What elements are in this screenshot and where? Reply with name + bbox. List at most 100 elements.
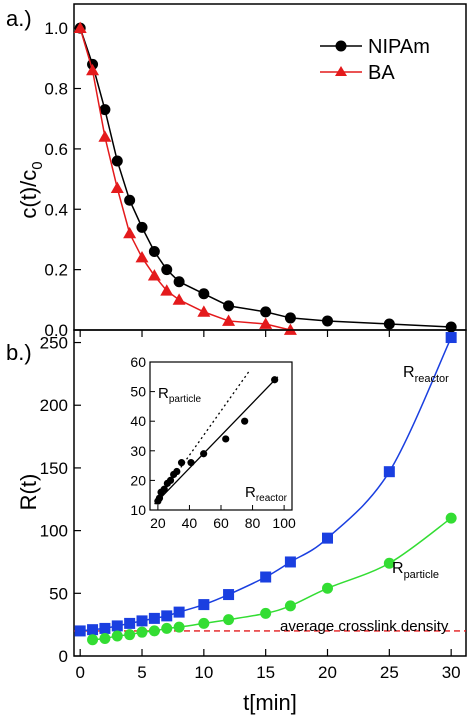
panel-a-y-tick-label: 0.0: [44, 321, 68, 340]
panel-b-y-tick-label: 150: [40, 459, 68, 478]
panel-a-y-tick-label: 0.4: [44, 200, 68, 219]
inset-data-point: [173, 467, 181, 476]
data-point-nipam: [136, 221, 148, 233]
data-point-particle: [383, 557, 395, 569]
data-point-ba: [222, 314, 236, 326]
data-point-ba: [73, 21, 87, 34]
inset-y-ticks: 10 20 30 40 50 60: [130, 354, 155, 518]
legend-nipam-marker: [335, 40, 347, 52]
inset-data-point: [160, 485, 168, 493]
inset-x-tick-label: 100: [272, 515, 296, 531]
panel-b-frame: [73, 329, 467, 657]
inset-data-point: [187, 459, 195, 467]
inset-y-tick-label: 50: [130, 384, 146, 400]
data-point-particle: [124, 629, 136, 641]
panel-b-x-tick-label: 0: [75, 663, 84, 682]
inset-points: [154, 376, 279, 505]
data-point-reactor: [87, 624, 99, 636]
data-point-ba: [259, 317, 273, 329]
inset-data-point: [222, 435, 230, 443]
data-point-particle: [148, 625, 160, 637]
data-point-reactor: [111, 620, 123, 632]
panel-a: a.) 0.0 0.2 0.4 0.6 0.8 1.0 c(t)/c0 NIPAm BA: [6, 3, 467, 340]
panel-a-y-ticks: 0.0 0.2 0.4 0.6 0.8 1.0: [44, 19, 81, 340]
data-point-particle: [173, 621, 185, 633]
data-point-ba: [98, 130, 112, 142]
data-point-nipam: [383, 318, 395, 330]
data-point-ba: [147, 269, 161, 281]
panel-b-y-tick-label: 100: [40, 522, 68, 541]
inset-fit-line: [154, 376, 279, 505]
inset-data-point: [177, 459, 186, 467]
data-point-reactor: [445, 332, 457, 344]
panel-b-x-tick-label: 25: [380, 663, 399, 682]
data-point-reactor: [161, 610, 173, 622]
series-line-nipam: [79, 27, 452, 328]
data-point-ba: [197, 305, 211, 317]
inset-y-tick-label: 20: [130, 472, 146, 488]
data-point-reactor: [173, 606, 185, 618]
data-point-ba: [160, 284, 174, 296]
legend-ba-label: BA: [368, 62, 395, 84]
data-point-reactor: [284, 556, 296, 568]
r-reactor-label: Rreactor: [403, 364, 449, 385]
inset-x-ticks: 20 40 60 80 100: [150, 505, 296, 531]
data-point-nipam: [173, 276, 185, 288]
inset-y-tick-label: 60: [130, 354, 146, 370]
panel-a-y-tick-label: 0.8: [44, 80, 68, 99]
panel-b-series: [74, 332, 457, 646]
inset-data-point: [155, 494, 164, 502]
data-point-nipam: [198, 288, 210, 300]
data-point-nipam: [322, 315, 334, 327]
panel-b-y-tick-label: 0: [59, 647, 68, 666]
data-point-reactor: [124, 617, 136, 629]
data-point-nipam: [161, 264, 173, 276]
data-point-nipam: [124, 194, 136, 206]
panel-a-y-axis-label: c(t)/c0: [16, 161, 46, 218]
inset-data-point: [271, 376, 279, 384]
data-point-particle: [111, 630, 123, 642]
inset-dotted-line: [154, 370, 250, 505]
panel-a-label: a.): [6, 6, 32, 31]
inset-r-reactor-label: Rreactor: [245, 484, 288, 504]
panel-a-y-tick-label: 0.2: [44, 261, 68, 280]
panel-b-y-tick-label: 250: [40, 334, 68, 353]
panel-b-x-tick-label: 5: [137, 663, 146, 682]
data-point-reactor: [383, 466, 395, 478]
inset-data-point: [200, 450, 208, 458]
panel-b-y-axis-label: R(t): [16, 474, 41, 511]
panel-b-y-tick-label: 50: [49, 584, 68, 603]
data-point-nipam: [260, 306, 272, 318]
inset-x-tick-label: 20: [150, 515, 166, 531]
panel-b-x-tick-label: 10: [194, 663, 213, 682]
panel-a-legend: NIPAm BA: [320, 36, 430, 84]
data-point-nipam: [111, 155, 123, 167]
data-point-ba: [172, 293, 186, 305]
data-point-particle: [136, 626, 148, 638]
data-point-nipam: [148, 246, 160, 258]
legend-ba-marker: [335, 66, 347, 76]
data-point-particle: [445, 512, 457, 524]
inset-data-point: [166, 476, 175, 484]
panel-b-label: b.): [6, 340, 32, 365]
data-point-particle: [99, 632, 111, 644]
data-point-reactor: [322, 532, 334, 544]
panel-b-y-ticks: 0 50 100 150 200 250: [40, 334, 81, 666]
data-point-nipam: [223, 300, 235, 312]
inset-r-particle-label: Rparticle: [158, 385, 202, 405]
data-point-nipam: [99, 104, 111, 116]
data-point-ba: [283, 323, 297, 335]
data-point-particle: [223, 614, 235, 626]
data-point-particle: [284, 600, 296, 612]
reference-line-label: average crosslink density: [280, 618, 449, 635]
data-point-reactor: [223, 589, 235, 601]
r-particle-label: Rparticle: [392, 560, 439, 581]
data-point-reactor: [198, 599, 210, 611]
inset-y-tick-label: 10: [130, 502, 146, 518]
panel-a-y-tick-label: 1.0: [44, 19, 68, 38]
data-point-reactor: [74, 625, 86, 637]
panel-b-x-tick-label: 30: [442, 663, 461, 682]
data-point-particle: [198, 617, 210, 629]
data-point-ba: [86, 63, 100, 76]
